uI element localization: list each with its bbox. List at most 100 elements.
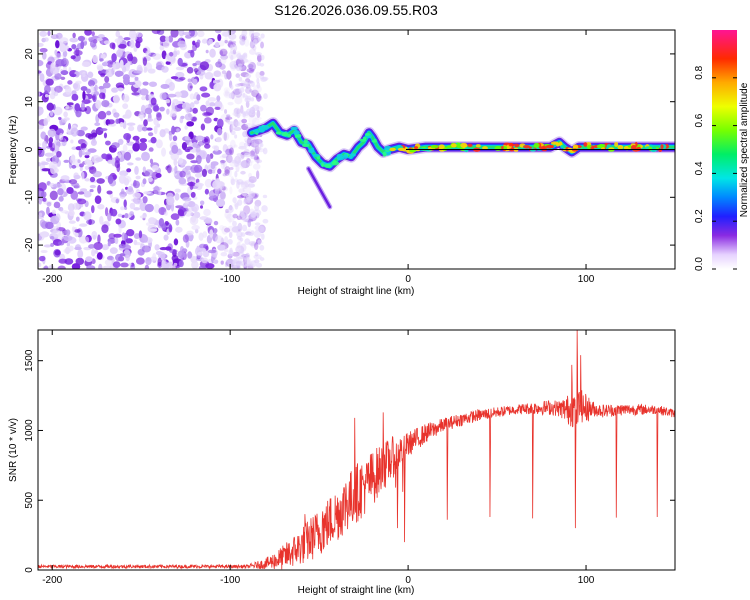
spectrogram-noise-blob <box>224 109 228 114</box>
spectrogram-noise-blob <box>218 40 225 47</box>
snr-y-label: SNR (10 * v/v) <box>8 418 19 482</box>
spectrogram-noise-blob <box>159 45 165 51</box>
spectrogram-y-label: Frequency (Hz) <box>8 116 19 185</box>
spectrogram-noise-blob <box>75 257 85 266</box>
spectrogram-noise-blob <box>224 72 229 80</box>
spectrogram-noise-blob <box>148 132 154 137</box>
spectrogram-noise-blob <box>142 81 149 86</box>
spectrogram-noise-blob <box>255 71 261 79</box>
spectrogram-noise-blob <box>148 217 156 225</box>
spectrogram-noise-blob <box>99 58 104 62</box>
spectrogram-noise-blob <box>138 141 148 151</box>
spectrogram-noise-blob <box>224 36 228 43</box>
spectrogram-noise-blob <box>166 196 175 206</box>
spectrogram-noise-blob <box>227 148 231 153</box>
spectrogram-noise-blob <box>146 118 154 122</box>
spectrogram-noise-blob <box>240 160 250 169</box>
spectrogram-noise-blob <box>245 122 253 128</box>
spectrogram-noise-blob <box>164 211 168 216</box>
spectrogram-noise-blob <box>223 131 227 141</box>
spectrogram-noise-blob <box>175 71 185 79</box>
spectrogram-noise-blob <box>67 203 75 212</box>
spectrogram-noise-blob <box>143 191 152 195</box>
spectrogram-noise-blob <box>83 211 92 221</box>
spectrogram-noise-blob <box>250 139 260 148</box>
spectrogram-noise-blob <box>76 129 85 137</box>
spectrogram-noise-blob <box>230 123 234 131</box>
spectrogram-trace-spot <box>323 163 332 169</box>
spectrogram-noise-blob <box>179 170 186 178</box>
spectrogram-noise-blob <box>254 242 259 250</box>
spectrogram-noise-blob <box>230 178 236 186</box>
spectrogram-noise-blob <box>219 155 227 159</box>
spectrogram-noise-blob <box>53 145 60 154</box>
spectrogram-noise-blob <box>205 100 210 107</box>
spectrogram-trace-spot <box>255 129 260 134</box>
spectrogram-noise-blob <box>53 106 63 116</box>
spectrogram-noise-blob <box>41 51 47 60</box>
spectrogram-noise-blob <box>254 251 259 257</box>
spectrogram-noise-blob <box>223 87 231 94</box>
x-tick-label: 0 <box>405 575 411 586</box>
spectrogram-y-axis: -20 -10 0 10 20 <box>24 48 675 252</box>
spectrogram-noise-blob <box>112 261 121 268</box>
spectrogram-noise-blob <box>173 158 178 167</box>
spectrogram-noise-blob <box>241 123 249 131</box>
spectrogram-noise-blob <box>169 248 178 254</box>
spectrogram-noise-blob <box>261 233 265 240</box>
spectrogram-noise-blob <box>178 76 186 81</box>
spectrogram-noise-blob <box>180 115 185 120</box>
spectrogram-trace-spot <box>261 124 270 130</box>
spectrogram-noise-blob <box>161 223 167 231</box>
spectrogram-noise-blob <box>54 73 62 80</box>
spectrogram-noise-blob <box>228 231 233 239</box>
spectrogram-noise-blob <box>223 91 231 97</box>
spectrogram-noise-blob <box>229 147 234 156</box>
spectrogram-noise-blob <box>197 182 201 186</box>
spectrogram-noise-blob <box>68 245 74 252</box>
spectrogram-noise-blob <box>195 145 201 153</box>
spectrogram-noise-blob <box>161 261 170 269</box>
spectrogram-noise-blob <box>178 157 184 164</box>
spectrogram-noise-blob <box>170 108 177 117</box>
spectrogram-noise-blob <box>155 139 163 149</box>
spectrogram-noise-blob <box>210 134 214 140</box>
spectrogram-noise-blob <box>97 110 107 120</box>
spectrogram-noise-blob <box>240 170 246 175</box>
spectrogram-noise-blob <box>203 243 209 249</box>
spectrogram-noise-blob <box>122 144 128 153</box>
spectrogram-noise-blob <box>42 140 48 149</box>
spectrogram-noise-blob <box>227 206 234 214</box>
spectrogram-trace-spot <box>281 132 289 137</box>
spectrogram-noise-blob <box>214 30 222 34</box>
spectrogram-noise-blob <box>196 70 206 76</box>
spectrogram-noise-blob <box>177 57 183 67</box>
spectrogram-noise-blob <box>198 232 204 241</box>
spectrogram-noise-blob <box>243 82 249 88</box>
spectrogram-noise-blob <box>78 235 88 244</box>
spectrogram-noise-blob <box>96 37 103 42</box>
spectrogram-noise-blob <box>262 218 269 224</box>
spectrogram-trace-spot <box>293 130 300 135</box>
spectrogram-noise-blob <box>57 265 66 269</box>
spectrogram-noise-blob <box>228 249 234 257</box>
spectrogram-noise-blob <box>219 57 227 65</box>
spectrogram-noise-blob <box>110 208 118 217</box>
spectrogram-noise-blob <box>219 50 223 56</box>
spectrogram-noise-blob <box>219 244 227 252</box>
spectrogram-noise-blob <box>233 44 238 52</box>
spectrogram-noise-blob <box>46 102 54 111</box>
spectrogram-noise-blob <box>248 176 257 183</box>
x-tick-label: -100 <box>220 274 240 285</box>
spectrogram-noise-blob <box>254 145 260 155</box>
spectrogram-noise-blob <box>55 213 61 222</box>
spectrogram-noise-blob <box>202 231 208 238</box>
spectrogram-noise-blob <box>204 188 209 195</box>
spectrogram-noise-blob <box>94 249 99 254</box>
spectrogram-noise-blob <box>119 170 129 177</box>
spectrogram-noise-blob <box>133 207 141 211</box>
spectrogram-noise-blob <box>230 54 234 61</box>
spectrogram-noise-blob <box>256 110 261 119</box>
spectrogram-noise-blob <box>156 112 162 121</box>
spectrogram-noise-blob <box>173 238 179 246</box>
